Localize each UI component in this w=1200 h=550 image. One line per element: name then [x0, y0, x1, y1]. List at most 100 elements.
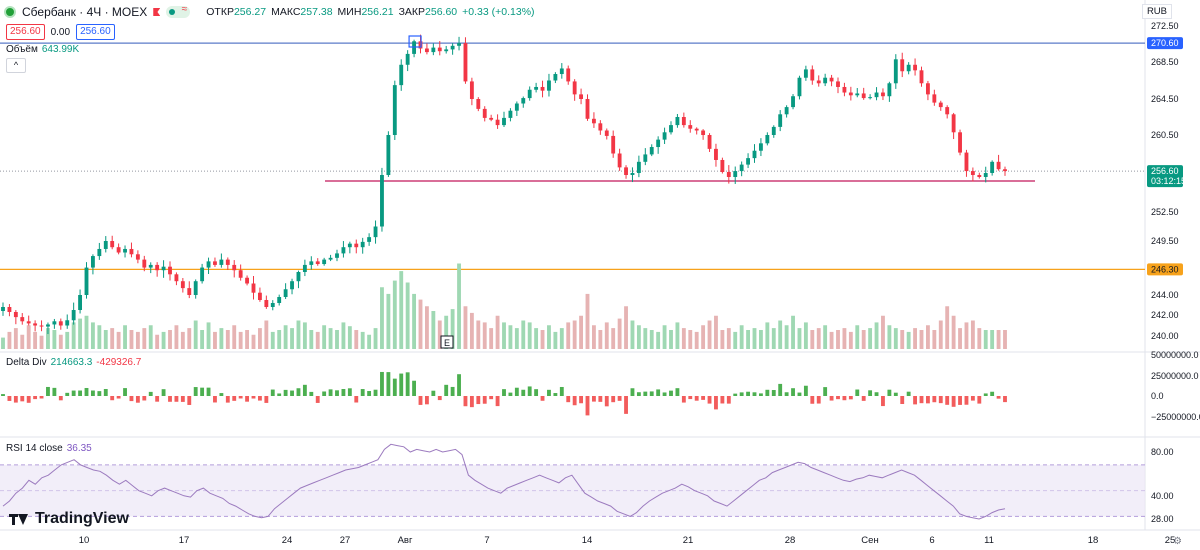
delta-bar [868, 390, 873, 396]
x-tick-label: 24 [282, 535, 293, 546]
delta-bar [906, 391, 911, 396]
symbol-title[interactable]: Сбербанк · 4Ч · MOEX [22, 5, 148, 19]
volume-bar [33, 331, 38, 349]
volume-bar [20, 334, 25, 349]
candle-body [277, 297, 282, 303]
y-tick-label: 240.00 [1151, 331, 1179, 341]
candle-body [662, 132, 667, 140]
horizontal-lines[interactable] [0, 42, 1145, 270]
delta-bar [290, 390, 294, 396]
volume-bar [26, 325, 31, 349]
candle-body [579, 94, 584, 99]
delta-bar [604, 396, 609, 407]
candle-body [187, 288, 192, 295]
candle-body [302, 264, 307, 272]
delta-bar [424, 396, 429, 405]
volume-bar [636, 325, 641, 349]
candle-body [508, 110, 513, 118]
volume-bar [373, 328, 378, 349]
candle-body [58, 321, 63, 326]
candle-body [309, 261, 314, 265]
candle-body [39, 325, 44, 327]
delta-bar [26, 396, 31, 403]
volume-bar [302, 322, 307, 349]
candle-body [380, 175, 384, 227]
candle-body [855, 93, 860, 96]
candle-body [585, 99, 590, 119]
delta-tick-label: −25000000.0 [1151, 412, 1200, 422]
volume-bar [996, 330, 1001, 349]
volume-bar [135, 331, 140, 349]
x-tick-label: 7 [484, 535, 489, 546]
x-tick-label: 27 [340, 535, 351, 546]
candle-body [720, 159, 725, 172]
volume-bar [771, 328, 776, 349]
volume-bar [129, 330, 134, 349]
market-status-icon[interactable] [166, 4, 191, 18]
delta-bar [803, 385, 808, 396]
delta-bar [688, 396, 693, 400]
candle-body [1, 307, 5, 311]
volume-bar [906, 331, 911, 349]
sell-button[interactable]: 256.60 [6, 24, 45, 40]
candle-body [405, 53, 410, 65]
price-tag-label: 270.60 [1151, 38, 1179, 48]
candle-body [771, 126, 776, 135]
delta-bar [720, 396, 725, 404]
delta-bar [33, 396, 38, 400]
delta-bar [270, 389, 275, 396]
delta-bar [778, 383, 783, 396]
candle-body [341, 247, 346, 254]
delta-bar [514, 387, 519, 396]
delta-bar [694, 396, 699, 401]
delta-bar [78, 390, 83, 396]
delta-bar [418, 396, 423, 405]
delta-bar [392, 378, 397, 396]
volume-bar [225, 330, 230, 349]
candle-body [469, 81, 474, 99]
delta-bar [572, 396, 577, 406]
volume-bar [803, 322, 808, 349]
delta-bar [675, 388, 680, 396]
delta-bar [951, 396, 956, 407]
volume-bar [482, 322, 487, 349]
delta-bar [752, 392, 757, 396]
candle-body [71, 310, 76, 321]
y-tick-label: 268.50 [1151, 57, 1179, 67]
delta-bar [380, 371, 384, 396]
price-tag-bg [1147, 263, 1183, 276]
candle-body [829, 77, 834, 82]
volume-bar [380, 287, 384, 349]
delta-bar [225, 396, 230, 403]
price-tag-countdown: 03:12:15 [1151, 176, 1186, 186]
candle-body [110, 241, 115, 248]
volume-bar [733, 331, 738, 349]
volume-bar [925, 325, 930, 349]
volume-bar [675, 322, 680, 349]
volume-bar [84, 315, 89, 349]
volume-bar [444, 315, 449, 349]
delta-bar [836, 396, 840, 400]
delta-bar [52, 387, 57, 396]
buy-button[interactable]: 256.60 [76, 24, 115, 40]
gear-icon[interactable]: ⚙ [1173, 536, 1182, 547]
delta-bar [238, 396, 243, 399]
volume-bar [579, 315, 584, 349]
delta-bar [148, 391, 153, 396]
tradingview-logo: TradingView [9, 510, 129, 528]
price-tag-label: 246.30 [1151, 264, 1179, 274]
candle-body [283, 289, 288, 297]
candle-body [213, 261, 217, 265]
candles[interactable] [1, 34, 1007, 335]
volume-bar [784, 325, 789, 349]
volume-bar [290, 328, 294, 349]
delta-bar [534, 389, 539, 396]
delta-bar [296, 388, 301, 396]
candle-body [649, 147, 654, 155]
candle-body [354, 243, 359, 248]
chevron-up-icon[interactable]: ^ [6, 58, 26, 73]
delta-bar [617, 396, 622, 401]
currency-label[interactable]: RUB [1141, 4, 1172, 19]
